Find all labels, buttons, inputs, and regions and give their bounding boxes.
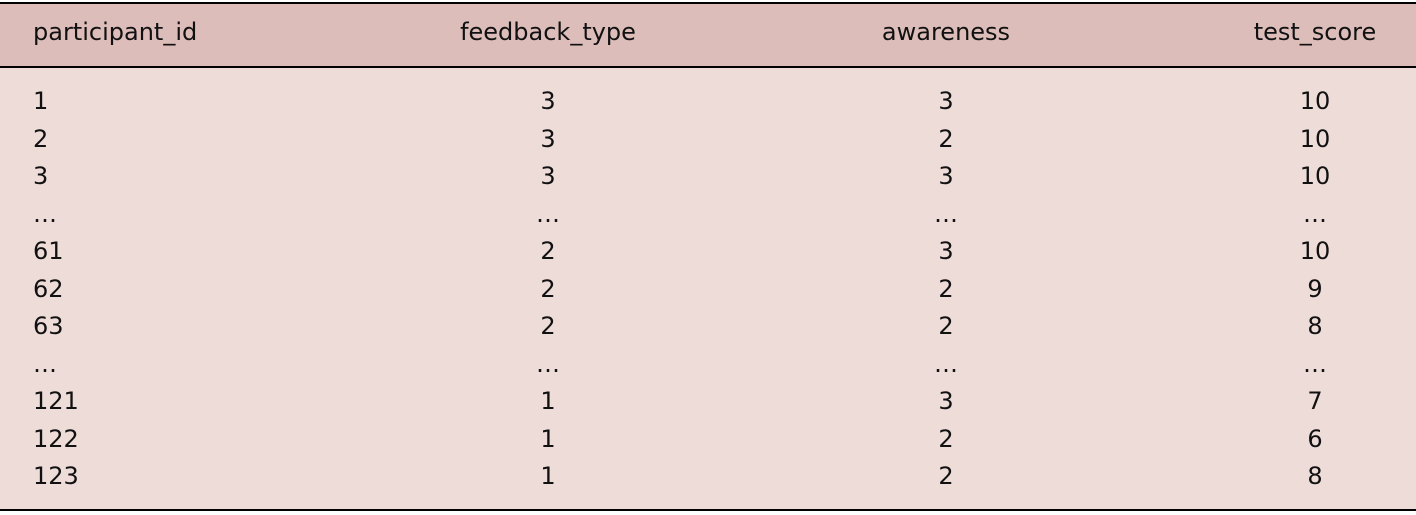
table-cell: 10 — [1299, 162, 1331, 190]
column-header: feedback_type — [460, 18, 636, 46]
table-cell: 2 — [938, 424, 954, 453]
table-cell: 8 — [1307, 462, 1323, 490]
table-cell: 3 — [938, 87, 954, 115]
table-cell: 10 — [1299, 237, 1331, 265]
table-cell: … — [1303, 349, 1327, 378]
bottom-rule — [0, 509, 1416, 511]
table-cell: 2 — [938, 274, 954, 303]
header-rule — [0, 66, 1416, 68]
column-header: participant_id — [33, 18, 198, 46]
table-cell: 1 — [540, 387, 556, 415]
table-cell: … — [536, 199, 560, 228]
table-cell: 2 — [938, 462, 954, 490]
table-cell: 3 — [33, 162, 49, 190]
table-cell: … — [934, 349, 958, 378]
table-cell: 3 — [938, 237, 954, 265]
header-background — [0, 4, 1416, 67]
table-cell: 10 — [1299, 87, 1331, 115]
table-cell: 2 — [938, 124, 954, 153]
table-cell: … — [33, 349, 57, 378]
table-cell: 2 — [540, 312, 556, 340]
table-cell: … — [33, 199, 57, 228]
table-cell: 63 — [33, 312, 64, 340]
table-cell: 3 — [540, 124, 556, 153]
table-cell: 1 — [33, 87, 49, 115]
table-cell: 7 — [1307, 387, 1323, 415]
column-header: awareness — [881, 18, 1011, 46]
body-background — [0, 68, 1416, 510]
table-cell: 2 — [938, 312, 954, 340]
table-cell: 3 — [540, 162, 556, 190]
table-cell: 2 — [540, 274, 556, 303]
table-cell: … — [1303, 199, 1327, 228]
table-cell: 1 — [540, 424, 556, 453]
table-cell: 9 — [1307, 274, 1323, 303]
table-cell: 10 — [1299, 124, 1331, 153]
table-cell: … — [934, 199, 958, 228]
table-cell: 3 — [938, 387, 954, 415]
table-cell: 122 — [33, 424, 79, 453]
column-header: test_score — [1253, 18, 1377, 46]
table-cell: 6 — [1307, 424, 1323, 453]
table-cell: 8 — [1307, 312, 1323, 340]
top-rule — [0, 2, 1416, 4]
table-cell: … — [536, 349, 560, 378]
table-cell: 2 — [33, 124, 49, 153]
table-cell: 1 — [540, 462, 556, 490]
table-cell: 61 — [33, 237, 64, 265]
table-cell: 2 — [540, 237, 556, 265]
table-cell: 121 — [33, 387, 79, 415]
table-cell: 62 — [33, 274, 64, 303]
table-cell: 3 — [540, 87, 556, 115]
table-cell: 123 — [33, 462, 79, 490]
table-cell: 3 — [938, 162, 954, 190]
